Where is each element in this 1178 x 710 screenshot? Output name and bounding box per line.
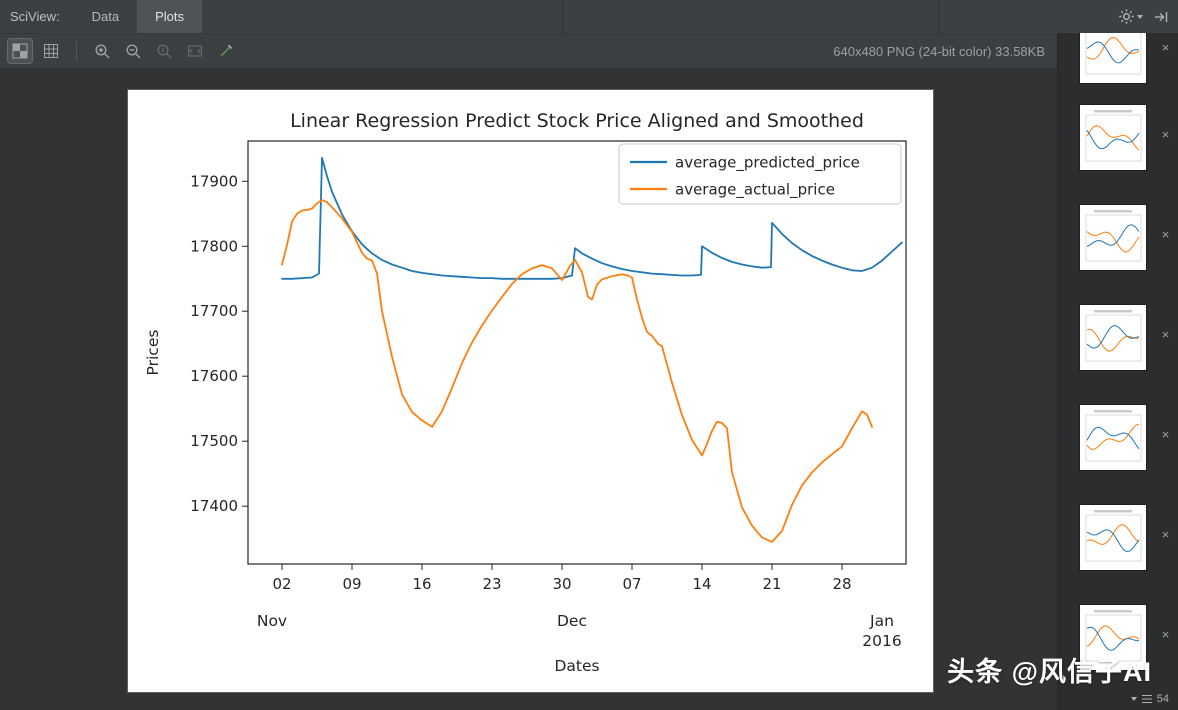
plot-count-label: 54 bbox=[1156, 693, 1169, 705]
header-separator bbox=[938, 0, 939, 33]
sciview-header: SciView: Data Plots bbox=[0, 0, 1178, 33]
svg-text:17500: 17500 bbox=[190, 432, 238, 450]
legend-label: average_actual_price bbox=[675, 181, 835, 200]
close-thumbnail-button[interactable]: × bbox=[1161, 40, 1170, 55]
y-axis-label: Prices bbox=[144, 330, 162, 376]
close-thumbnail-button[interactable]: × bbox=[1161, 427, 1170, 442]
axes-area bbox=[247, 140, 907, 565]
color-picker-icon[interactable] bbox=[214, 39, 238, 63]
watermark: 头条 @风信子AI bbox=[947, 657, 1152, 687]
plot-thumbnail[interactable] bbox=[1080, 33, 1146, 83]
svg-text:Nov: Nov bbox=[257, 612, 287, 630]
series-average_predicted_price bbox=[281, 157, 903, 280]
sciview-label: SciView: bbox=[10, 9, 60, 24]
caret-down-icon bbox=[1130, 697, 1137, 701]
svg-text:09: 09 bbox=[342, 575, 361, 593]
svg-text:2016: 2016 bbox=[862, 632, 901, 650]
image-info-text: 640x480 PNG (24-bit color) 33.58KB bbox=[833, 43, 1045, 59]
chart-svg: Linear Regression Predict Stock Price Al… bbox=[144, 110, 907, 675]
svg-text:17700: 17700 bbox=[190, 302, 238, 320]
svg-text:Jan: Jan bbox=[869, 612, 894, 630]
zoom-out-icon[interactable] bbox=[121, 39, 145, 63]
grid-icon[interactable] bbox=[39, 39, 63, 63]
plot-image: Linear Regression Predict Stock Price Al… bbox=[127, 89, 934, 693]
plot-canvas: Linear Regression Predict Stock Price Al… bbox=[0, 69, 1057, 710]
svg-text:21: 21 bbox=[762, 575, 781, 593]
list-icon bbox=[1141, 695, 1152, 703]
svg-text:17800: 17800 bbox=[190, 237, 238, 255]
plot-thumbnail[interactable] bbox=[1080, 505, 1146, 570]
chevron-down-icon bbox=[1137, 14, 1143, 19]
svg-text:17400: 17400 bbox=[190, 497, 238, 515]
plot-thumbnail[interactable] bbox=[1080, 105, 1146, 170]
series-average_actual_price bbox=[281, 199, 873, 543]
legend-box bbox=[618, 143, 902, 205]
svg-text:30: 30 bbox=[552, 575, 571, 593]
svg-text:07: 07 bbox=[622, 575, 641, 593]
plots-sidebar: × × × × × × × bbox=[1057, 33, 1178, 710]
svg-text:14: 14 bbox=[692, 575, 711, 593]
header-separator bbox=[562, 0, 563, 33]
svg-text:Dec: Dec bbox=[557, 612, 587, 630]
toolbar-separator bbox=[76, 41, 77, 61]
svg-text:17900: 17900 bbox=[190, 172, 238, 190]
x-axis-label: Dates bbox=[554, 657, 599, 675]
close-thumbnail-button[interactable]: × bbox=[1161, 627, 1170, 642]
tab-plots[interactable]: Plots bbox=[137, 0, 202, 33]
zoom-actual-icon[interactable] bbox=[152, 39, 176, 63]
close-thumbnail-button[interactable]: × bbox=[1161, 527, 1170, 542]
svg-text:23: 23 bbox=[482, 575, 501, 593]
close-thumbnail-button[interactable]: × bbox=[1161, 227, 1170, 242]
close-thumbnail-button[interactable]: × bbox=[1161, 127, 1170, 142]
close-thumbnail-button[interactable]: × bbox=[1161, 327, 1170, 342]
svg-text:16: 16 bbox=[412, 575, 431, 593]
chart-title: Linear Regression Predict Stock Price Al… bbox=[290, 110, 864, 132]
plot-thumbnail[interactable] bbox=[1080, 305, 1146, 370]
image-toolbar: 640x480 PNG (24-bit color) 33.58KB bbox=[0, 33, 1057, 69]
svg-text:17600: 17600 bbox=[190, 367, 238, 385]
plot-counter[interactable]: 54 bbox=[1130, 693, 1169, 705]
gear-icon[interactable] bbox=[1118, 8, 1143, 25]
tab-data[interactable]: Data bbox=[91, 9, 120, 24]
svg-text:28: 28 bbox=[832, 575, 851, 593]
plot-thumbnail[interactable] bbox=[1080, 605, 1146, 670]
svg-text:02: 02 bbox=[272, 575, 291, 593]
plot-thumbnail[interactable] bbox=[1080, 205, 1146, 270]
checkerboard-icon[interactable] bbox=[7, 38, 33, 64]
zoom-in-icon[interactable] bbox=[90, 39, 114, 63]
plot-thumbnail[interactable] bbox=[1080, 405, 1146, 470]
legend-label: average_predicted_price bbox=[675, 154, 860, 173]
fit-zoom-icon[interactable] bbox=[183, 39, 207, 63]
hide-panel-icon[interactable] bbox=[1153, 9, 1169, 25]
